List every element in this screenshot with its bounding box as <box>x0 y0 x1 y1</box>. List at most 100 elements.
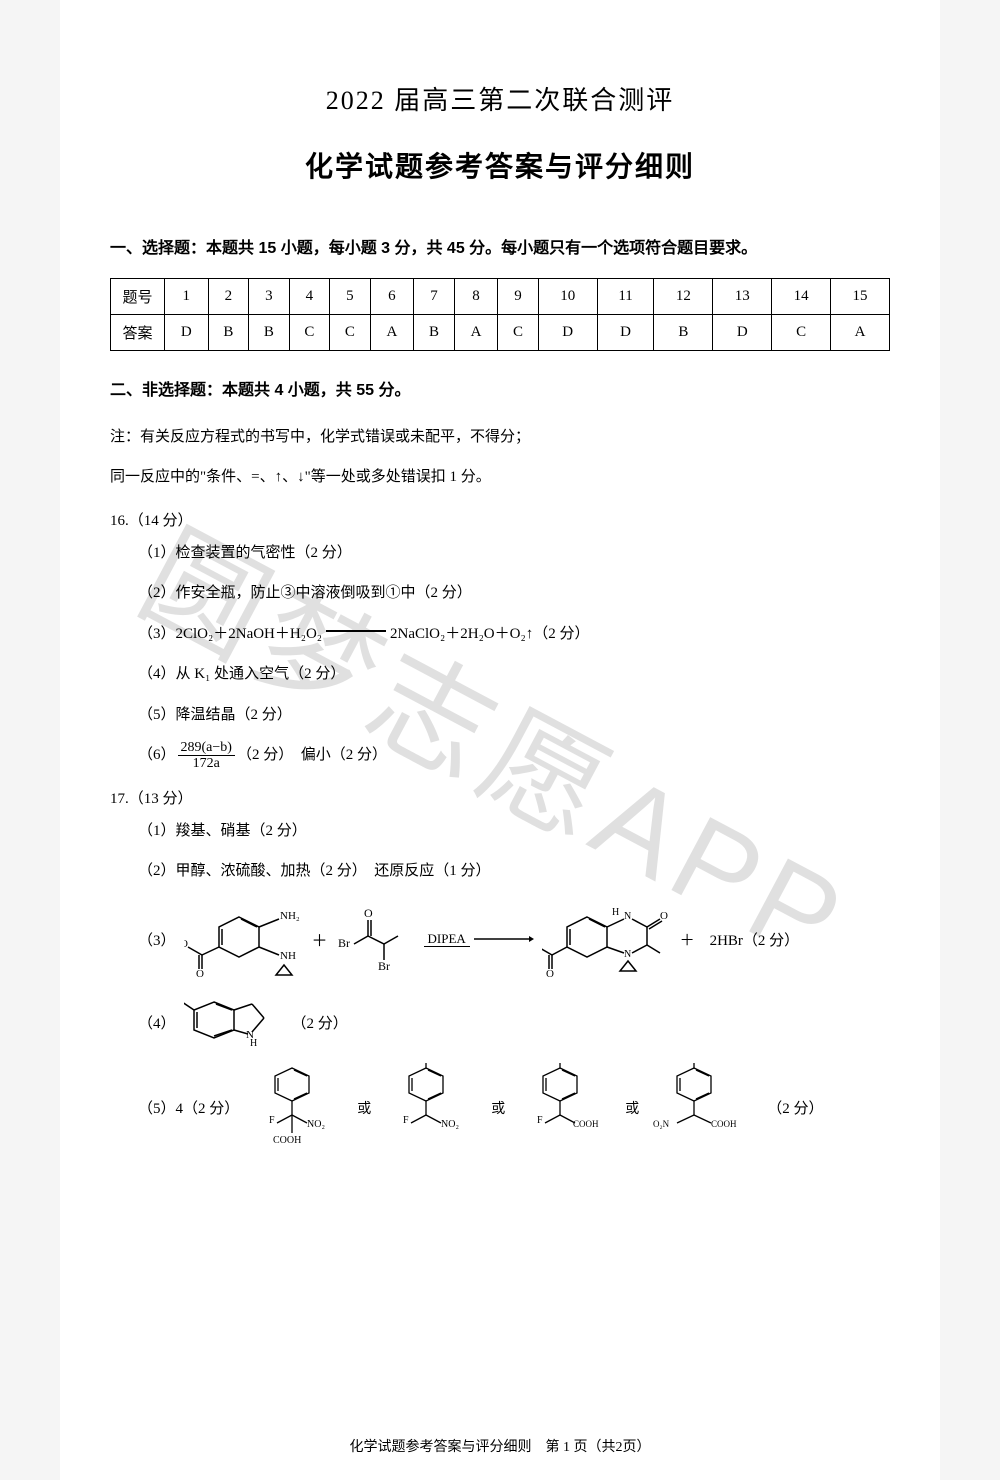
qnum-cell: 15 <box>831 278 890 314</box>
grading-note-2: 同一反应中的"条件、=、↑、↓"等一处或多处错误扣 1 分。 <box>110 460 890 495</box>
qnum-cell: 3 <box>249 278 290 314</box>
svg-text:COOH: COOH <box>573 1119 599 1129</box>
q16-p3-products: 2NaClO₂＋2H₂O＋O₂↑（2 分） <box>390 626 589 642</box>
q17-p4-tail: （2 分） <box>292 1012 348 1033</box>
svg-text:O: O <box>184 938 188 950</box>
svg-text:O: O <box>546 968 554 977</box>
ans-cell: C <box>330 314 371 350</box>
reaction-arrow-icon <box>326 630 386 632</box>
reaction-arrow: DIPEA <box>424 931 534 948</box>
exam-title: 2022 届高三第二次联合测评 <box>110 80 890 117</box>
svg-text:Br: Br <box>378 959 390 972</box>
svg-text:NO₂: NO₂ <box>441 1119 459 1130</box>
q17-p5-tail: （2 分） <box>767 1097 823 1118</box>
ans-cell: D <box>713 314 772 350</box>
ans-cell: D <box>165 314 209 350</box>
q17-part5: （5）4（2 分） F NO₂ COOH 或 <box>138 1063 890 1153</box>
table-row: 答案 D B B C C A B A C D D B D C A <box>111 314 890 350</box>
section2-heading: 二、非选择题：本题共 4 小题，共 55 分。 <box>110 377 890 406</box>
q17-part1: （1）羧基、硝基（2 分） <box>110 814 890 849</box>
q17-p3-tail: ＋ 2HBr（2 分） <box>680 929 800 950</box>
q16-part5: （5）降温结晶（2 分） <box>110 698 890 733</box>
arrow-condition: DIPEA <box>424 931 470 947</box>
q16-p6-prefix: （6） <box>138 747 176 763</box>
q17-p3-label: （3） <box>138 929 176 950</box>
svg-text:NH₂: NH₂ <box>280 910 300 922</box>
qnum-cell: 6 <box>370 278 414 314</box>
qnum-cell: 7 <box>414 278 455 314</box>
q16-part1: （1）检查装置的气密性（2 分） <box>110 536 890 571</box>
svg-text:Br: Br <box>338 936 350 950</box>
ans-cell: A <box>454 314 498 350</box>
svg-text:F: F <box>403 1115 409 1126</box>
section1-heading: 一、选择题：本题共 15 小题，每小题 3 分，共 45 分。每小题只有一个选项… <box>110 235 890 264</box>
ans-cell: C <box>772 314 831 350</box>
page-footer: 化学试题参考答案与评分细则 第 1 页（共2页） <box>60 1436 940 1456</box>
svg-text:N: N <box>624 949 631 960</box>
ans-cell: A <box>831 314 890 350</box>
q16-part6: （6）289(a−b)172a（2 分） 偏小（2 分） <box>110 738 890 773</box>
ans-cell: D <box>597 314 654 350</box>
fraction: 289(a−b)172a <box>178 740 235 772</box>
svg-text:F: F <box>537 1115 543 1126</box>
ans-cell: B <box>249 314 290 350</box>
qnum-cell: 5 <box>330 278 371 314</box>
svg-text:F: F <box>269 1115 275 1126</box>
q16-part4: （4）从 K₁ 处通入空气（2 分） <box>110 657 890 692</box>
svg-text:H: H <box>250 1038 257 1049</box>
svg-text:O: O <box>364 906 373 920</box>
q16-p6-score2: 偏小（2 分） <box>301 747 387 763</box>
molecule-icon: NH₂ NH O O <box>184 897 304 982</box>
svg-text:O₂N: O₂N <box>653 1119 670 1129</box>
q17-part4: （4） N H <box>138 990 890 1055</box>
q17-part2: （2）甲醇、浓硫酸、加热（2 分） 还原反应（1 分） <box>110 854 890 889</box>
q17-p4-label: （4） <box>138 1012 176 1033</box>
or-separator: 或 <box>625 1098 639 1118</box>
qnum-cell: 2 <box>208 278 249 314</box>
ans-cell: B <box>654 314 713 350</box>
or-separator: 或 <box>491 1098 505 1118</box>
svg-text:NO₂: NO₂ <box>307 1119 325 1130</box>
ans-cell: D <box>538 314 597 350</box>
grading-note-1: 注：有关反应方程式的书写中，化学式错误或未配平，不得分； <box>110 420 890 455</box>
or-separator: 或 <box>357 1098 371 1118</box>
svg-text:O: O <box>660 910 668 922</box>
fraction-numerator: 289(a−b) <box>178 740 235 756</box>
row-header: 答案 <box>111 314 165 350</box>
qnum-cell: 9 <box>498 278 539 314</box>
svg-text:COOH: COOH <box>711 1119 737 1129</box>
ans-cell: B <box>208 314 249 350</box>
qnum-cell: 4 <box>289 278 330 314</box>
qnum-cell: 14 <box>772 278 831 314</box>
molecule-icon: COOH F NO₂ <box>381 1063 481 1153</box>
answer-table: 题号 1 2 3 4 5 6 7 8 9 10 11 12 13 14 15 答… <box>110 278 890 351</box>
qnum-cell: 10 <box>538 278 597 314</box>
qnum-cell: 8 <box>454 278 498 314</box>
ans-cell: A <box>370 314 414 350</box>
q17-p5-label: （5）4（2 分） <box>138 1097 239 1118</box>
plus-icon: ＋ <box>312 927 328 951</box>
exam-subtitle: 化学试题参考答案与评分细则 <box>110 145 890 185</box>
ans-cell: C <box>289 314 330 350</box>
molecule-icon: N H <box>184 990 284 1055</box>
q17-part3-equation: （3） NH₂ NH O <box>138 897 890 982</box>
ans-cell: B <box>414 314 455 350</box>
molecule-icon: F O₂N COOH <box>649 1063 759 1153</box>
molecule-icon: F NO₂ COOH <box>247 1063 347 1153</box>
svg-text:NH: NH <box>280 950 296 962</box>
svg-text:COOH: COOH <box>273 1135 301 1146</box>
molecule-icon: Br O Br <box>336 902 416 977</box>
q16-p3-reactants: （3）2ClO₂＋2NaOH＋H₂O₂ <box>138 626 322 642</box>
qnum-cell: 11 <box>597 278 654 314</box>
molecule-icon: NO₂ F COOH <box>515 1063 615 1153</box>
table-row: 题号 1 2 3 4 5 6 7 8 9 10 11 12 13 14 15 <box>111 278 890 314</box>
row-header: 题号 <box>111 278 165 314</box>
q16-header: 16.（14 分） <box>110 509 890 530</box>
q16-part3: （3）2ClO₂＋2NaOH＋H₂O₂ 2NaClO₂＋2H₂O＋O₂↑（2 分） <box>110 617 890 652</box>
svg-text:H: H <box>612 907 619 918</box>
ans-cell: C <box>498 314 539 350</box>
qnum-cell: 13 <box>713 278 772 314</box>
svg-text:O: O <box>196 968 204 977</box>
qnum-cell: 1 <box>165 278 209 314</box>
q16-p6-score1: （2 分） <box>237 747 286 763</box>
